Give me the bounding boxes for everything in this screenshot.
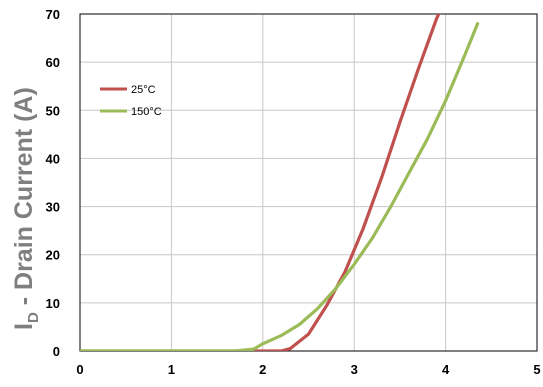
y-axis-label-rest: - Drain Current (A) [10, 87, 38, 312]
x-tick-label: 3 [351, 362, 358, 377]
x-tick-label: 0 [76, 362, 83, 377]
legend: 25°C 150°C [100, 84, 162, 118]
y-tick-label: 60 [46, 55, 60, 70]
x-tick-label: 2 [259, 362, 266, 377]
y-tick-label: 30 [46, 200, 60, 215]
plot-frame [79, 13, 538, 352]
y-tick-label: 10 [46, 296, 60, 311]
series-layer [80, 14, 480, 351]
y-axis-label-subscript: D [25, 312, 42, 323]
y-tick-label: 50 [46, 103, 60, 118]
y-axis-label-main: I [10, 323, 38, 330]
y-tick-label: 20 [46, 248, 60, 263]
series-line-150c [80, 22, 480, 351]
plot-area [80, 14, 537, 351]
y-axis-label: ID - Drain Current (A) [10, 87, 42, 330]
x-tick-label: 4 [442, 362, 450, 377]
y-tick-label: 70 [46, 7, 60, 22]
legend-label-25c: 25°C [131, 84, 156, 96]
y-tick-label: 0 [53, 344, 60, 359]
y-tick-label: 40 [46, 151, 60, 166]
x-tick-label: 5 [533, 362, 540, 377]
x-tick-label: 1 [168, 362, 175, 377]
legend-label-150c: 150°C [131, 106, 162, 118]
